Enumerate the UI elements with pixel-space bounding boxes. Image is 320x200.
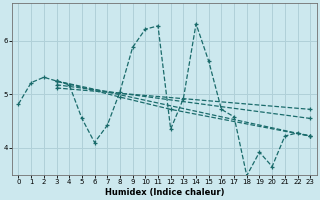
- X-axis label: Humidex (Indice chaleur): Humidex (Indice chaleur): [105, 188, 224, 197]
